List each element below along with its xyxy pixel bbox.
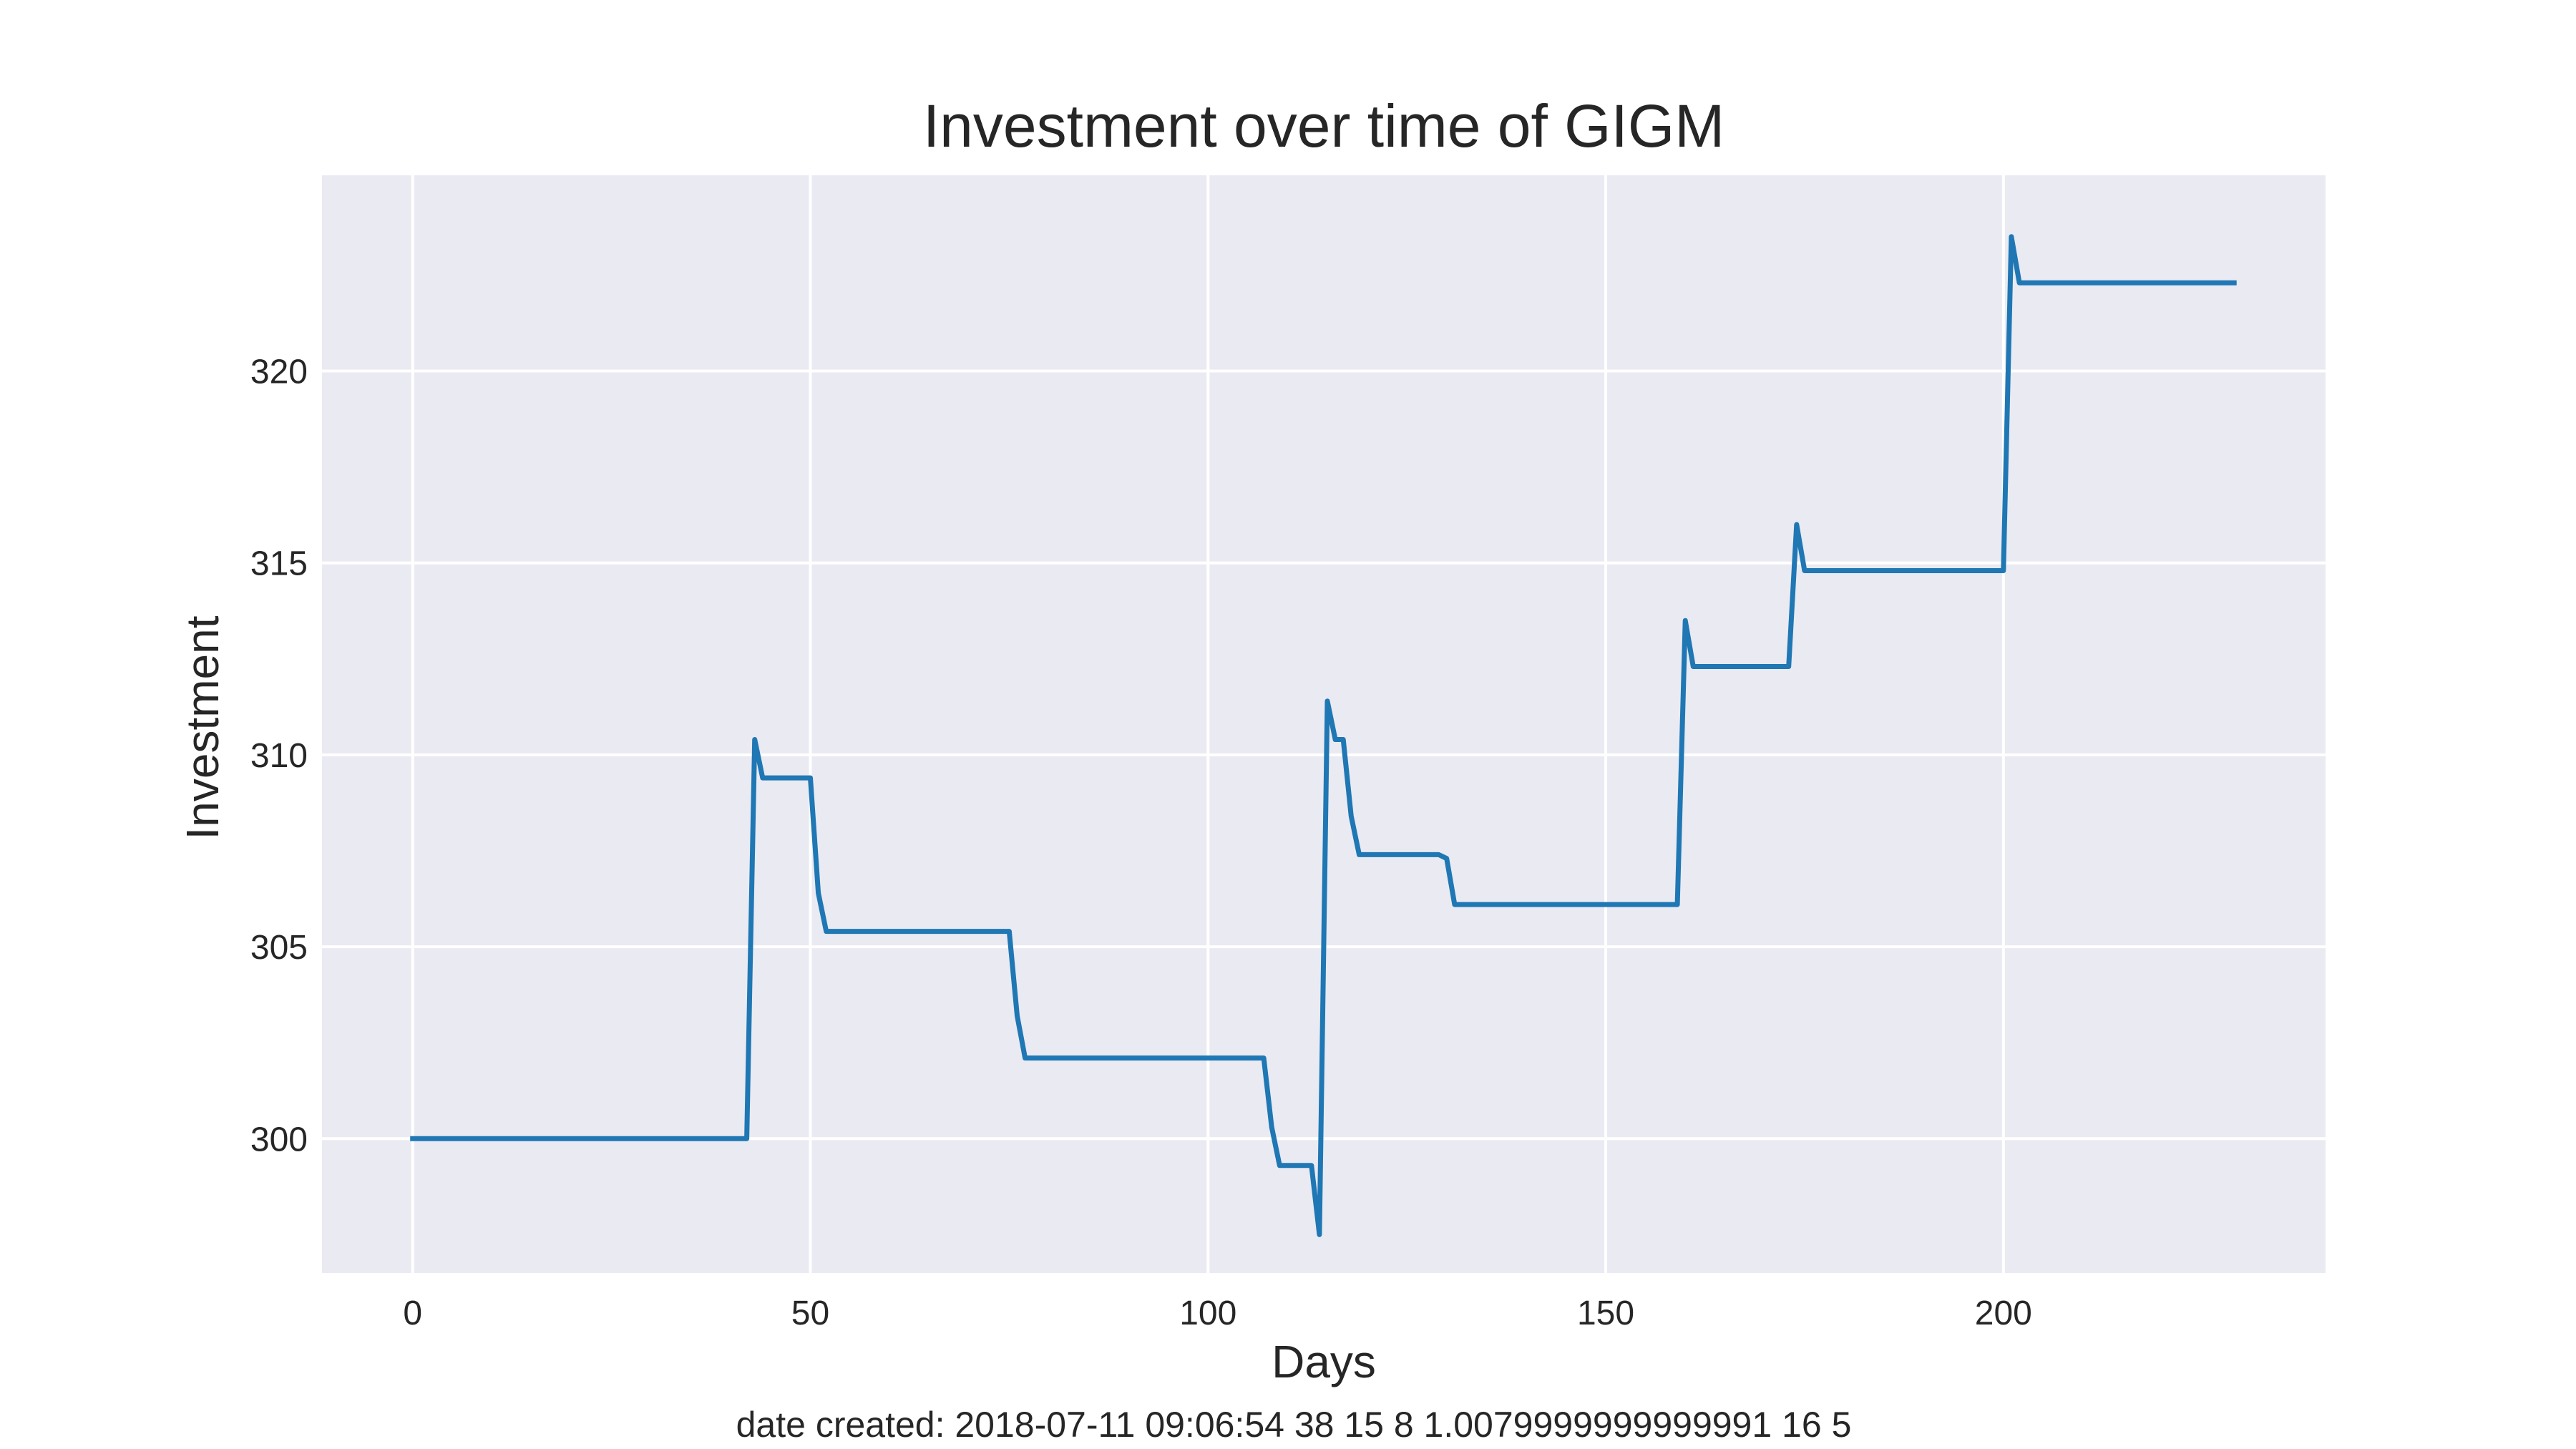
series-layer (410, 234, 2237, 1237)
grid-lines (322, 175, 2326, 1273)
y-tick-label: 320 (250, 353, 308, 391)
y-axis-label: Investment (177, 615, 228, 839)
y-tick-label: 305 (250, 929, 308, 967)
x-tick-label: 100 (1179, 1294, 1236, 1332)
x-tick-label: 200 (1975, 1294, 2032, 1332)
y-tick-label: 300 (250, 1121, 308, 1158)
date-created-caption: date created: 2018-07-11 09:06:54 38 15 … (736, 1405, 1852, 1445)
tick-labels: 0 50 100 150 200 300 305 310 315 320 (250, 353, 2032, 1332)
y-tick-label: 315 (250, 545, 308, 583)
x-axis-label: Days (1272, 1336, 1376, 1387)
x-tick-label: 150 (1577, 1294, 1634, 1332)
x-tick-label: 0 (403, 1294, 422, 1332)
y-tick-label: 310 (250, 737, 308, 775)
x-tick-label: 50 (791, 1294, 829, 1332)
chart-title: Investment over time of GIGM (923, 92, 1724, 160)
series-line (410, 234, 2237, 1237)
